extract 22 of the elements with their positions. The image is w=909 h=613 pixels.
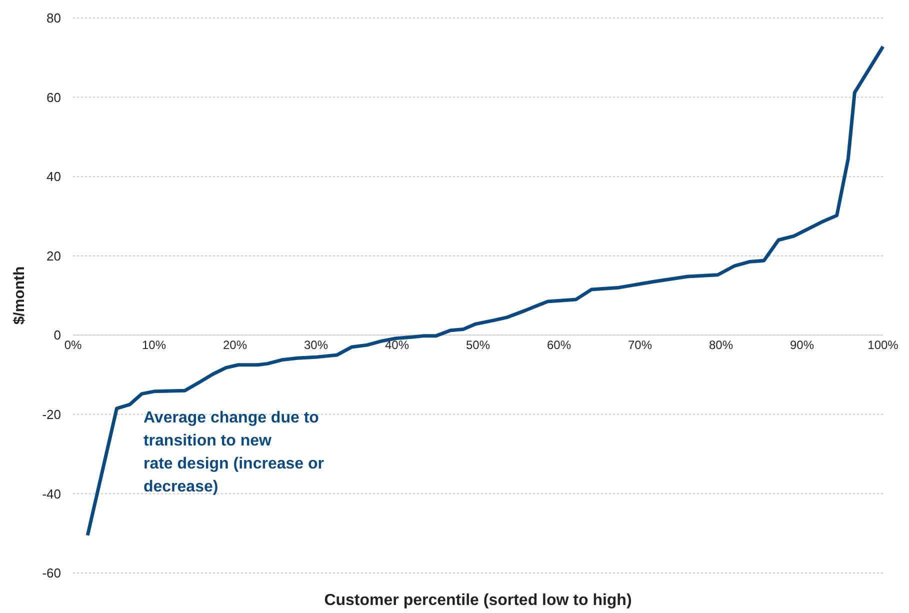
x-tick-label: 80%: [708, 338, 734, 352]
x-tick-label: 40%: [384, 338, 410, 352]
x-tick-label: 20%: [222, 338, 248, 352]
x-tick-label: 100%: [868, 338, 899, 352]
x-tick-label: 70%: [628, 338, 652, 352]
x-tick-label: 0%: [64, 338, 82, 352]
y-tick-label: -20: [42, 406, 61, 422]
y-tick-label: 0: [54, 328, 61, 343]
x-axis-title: Customer percentile (sorted low to high): [324, 592, 632, 609]
y-axis-title: $/month: [11, 266, 28, 325]
y-tick-label: 80: [46, 10, 61, 26]
y-tick-label: 40: [46, 169, 61, 184]
x-tick-label: 60%: [546, 338, 572, 352]
x-tick-label: 10%: [142, 338, 166, 352]
y-tick-label: 60: [46, 90, 61, 105]
y-tick-label: -60: [42, 566, 61, 581]
x-tick-label: 50%: [466, 338, 490, 352]
y-tick-label: -40: [42, 486, 61, 502]
x-tick-label: 90%: [790, 338, 814, 352]
annotation: Average change due to transition to new rate design (increase or decrease): [143, 409, 324, 496]
x-tick-label: 30%: [304, 338, 328, 352]
y-tick-label: 20: [46, 248, 61, 264]
